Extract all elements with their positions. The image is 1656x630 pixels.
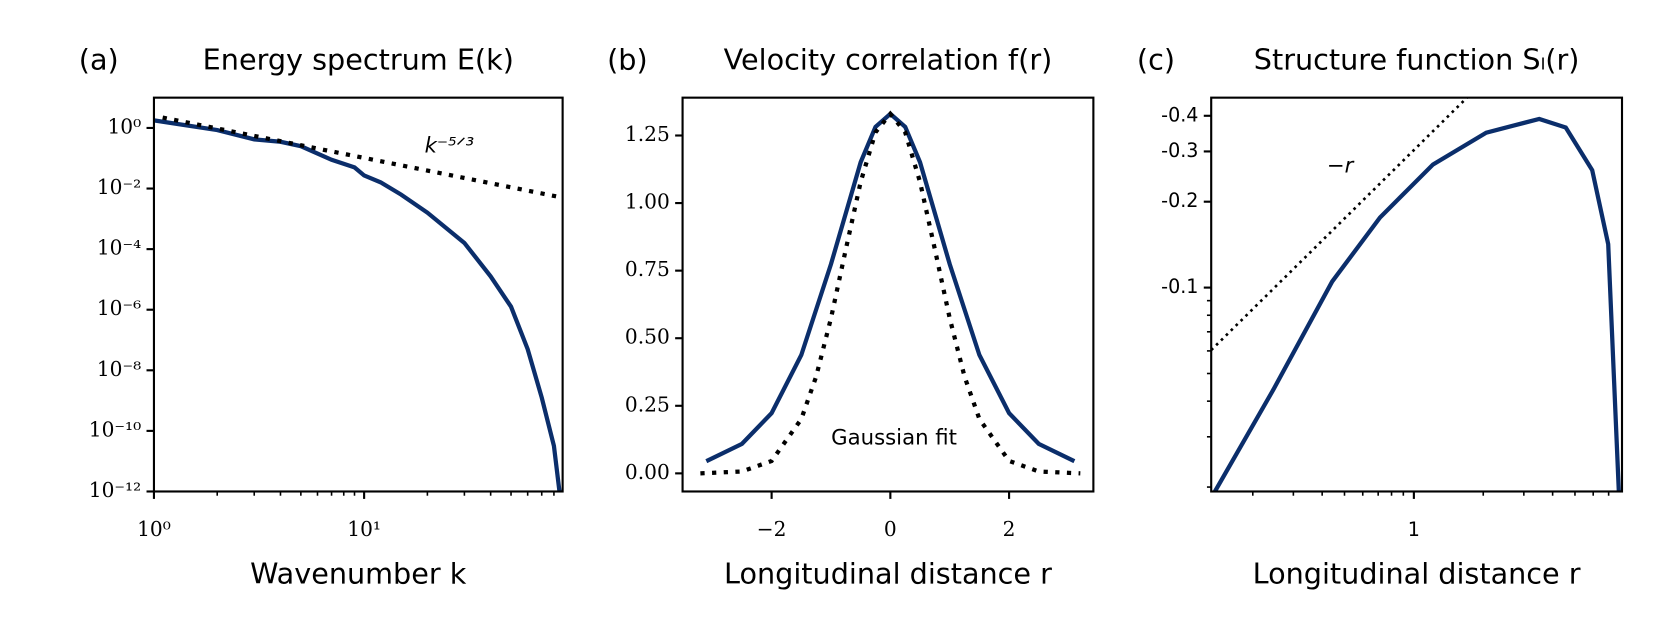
data-line <box>1213 116 1621 492</box>
x-axis-label: Wavenumber k <box>250 556 467 590</box>
y-tick-label: -0.2 <box>1161 189 1198 212</box>
y-tick-label: -0.4 <box>1161 103 1198 126</box>
data-line <box>153 118 562 492</box>
axes-frame <box>152 96 564 493</box>
y-tick-label: 10⁻⁸ <box>97 357 141 381</box>
x-axis-label: Longitudinal distance r <box>724 556 1052 590</box>
y-tick-label: 10⁻¹⁰ <box>89 417 141 441</box>
annotation: k⁻⁵ᐟ³ <box>425 133 474 158</box>
x-tick-label: 2 <box>1003 517 1016 541</box>
y-tick-label: 10⁻⁴ <box>97 236 141 260</box>
panel: (c) Structure function Sₗ(r) Longitudinal … <box>1137 43 1624 590</box>
y-tick-label: 10⁰ <box>107 114 141 138</box>
y-tick-label: 0.00 <box>625 460 670 484</box>
panel: (a) Energy spectrum E(k) Wavenumber k 10⁰ 10… <box>79 43 564 590</box>
y-tick-label: 1.25 <box>625 122 670 146</box>
panel-label: (b) <box>607 43 648 77</box>
x-tick-label: 10¹ <box>347 517 381 541</box>
panel-label: (a) <box>79 43 119 77</box>
chart-title: Velocity correlation f(r) <box>724 43 1053 77</box>
annotation: Gaussian fit <box>831 425 957 450</box>
x-tick-label: 10⁰ <box>137 517 171 541</box>
y-tick-label: 0.25 <box>625 392 670 416</box>
annotation: −r <box>1327 154 1355 179</box>
y-tick-label: 10⁻¹² <box>89 478 141 502</box>
x-axis-label: Longitudinal distance r <box>1253 556 1581 590</box>
y-tick-label: 1.00 <box>625 190 670 214</box>
y-tick-label: 10⁻⁶ <box>97 296 141 320</box>
x-tick-label: −2 <box>757 517 787 541</box>
axes-frame <box>1210 96 1624 493</box>
chart-title: Energy spectrum E(k) <box>203 43 514 77</box>
axes-frame <box>681 96 1095 493</box>
y-tick-label: 0.50 <box>625 325 670 349</box>
data-line <box>1211 97 1468 352</box>
data-line <box>700 110 1081 476</box>
y-tick-label: 0.75 <box>625 257 670 281</box>
chart-title: Structure function Sₗ(r) <box>1254 43 1580 77</box>
x-tick-label: 0 <box>884 517 897 541</box>
data-line <box>705 111 1076 464</box>
x-tick-label: 1 <box>1408 518 1420 541</box>
panel-label: (c) <box>1137 43 1175 77</box>
y-tick-label: 10⁻² <box>97 175 141 199</box>
y-tick-label: -0.3 <box>1161 139 1198 162</box>
data-line <box>162 115 563 200</box>
y-tick-label: -0.1 <box>1161 275 1198 298</box>
panel: (b) Velocity correlation f(r) Longitudinal… <box>607 43 1095 590</box>
